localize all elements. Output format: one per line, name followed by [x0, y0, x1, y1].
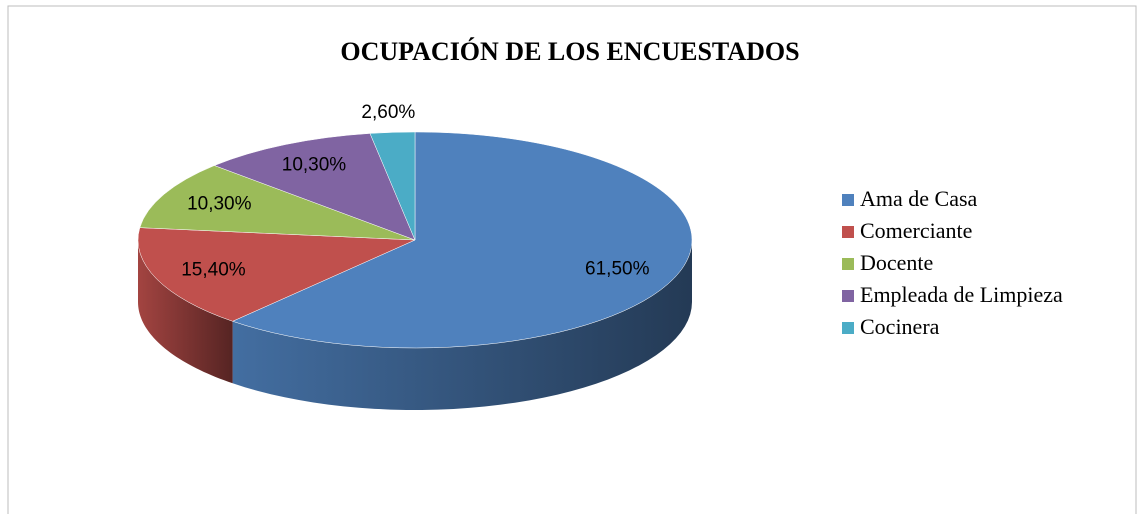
slice-side: [138, 240, 233, 384]
slice-side: [232, 240, 693, 410]
legend-label: Docente: [860, 250, 933, 275]
data-label: 61,50%: [585, 259, 650, 280]
legend-label: Ama de Casa: [860, 186, 978, 211]
slice: [369, 131, 416, 241]
legend-label: Cocinera: [860, 314, 940, 339]
legend-swatch: [842, 290, 854, 302]
legend-swatch: [842, 226, 854, 238]
data-label: 2,60%: [361, 102, 415, 123]
data-label: 15,40%: [181, 259, 246, 280]
legend-swatch: [842, 322, 854, 334]
legend-swatch: [842, 194, 854, 206]
slice: [231, 131, 693, 349]
data-label: 10,30%: [187, 193, 252, 214]
slice: [139, 165, 416, 241]
legend-label: Empleada de Limpieza: [860, 282, 1063, 307]
chart-title: OCUPACIÓN DE LOS ENCUESTADOS: [340, 37, 799, 66]
legend-swatch: [842, 258, 854, 270]
slice: [137, 227, 416, 322]
data-label: 10,30%: [282, 155, 347, 176]
legend-label: Comerciante: [860, 218, 972, 243]
slice: [213, 133, 416, 241]
